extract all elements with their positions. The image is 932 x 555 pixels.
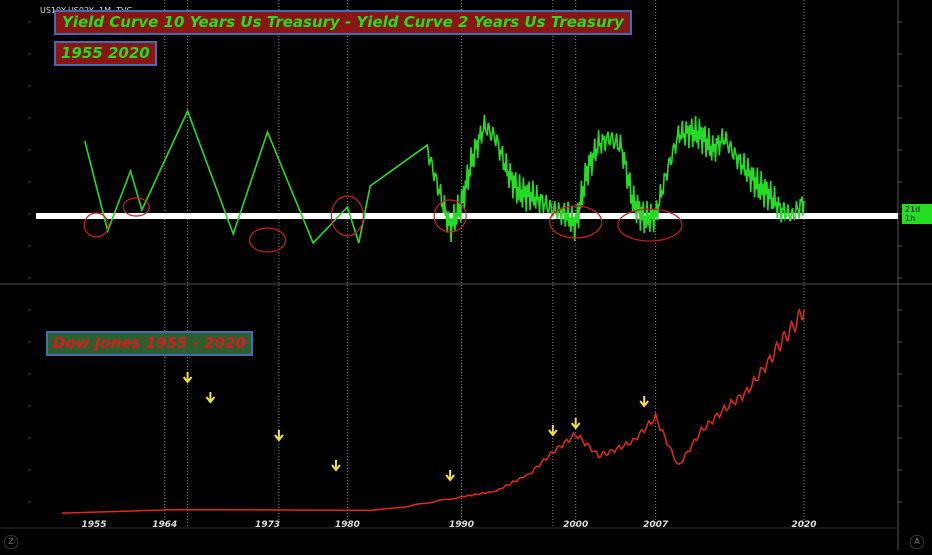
inversion-ellipse [617, 208, 683, 242]
x-tick-label: 1964 [152, 520, 177, 530]
x-tick-label: 1955 [81, 520, 106, 530]
corner-left-button[interactable]: Z [4, 535, 18, 549]
signal-arrow [548, 425, 558, 437]
signal-arrow [205, 392, 216, 404]
inversion-ellipse [330, 195, 364, 237]
signal-arrow [182, 372, 193, 384]
signal-arrow [639, 396, 649, 408]
yield-spread-line [84, 108, 805, 245]
x-tick-label: 2020 [791, 520, 816, 530]
x-tick-label: 1990 [449, 520, 474, 530]
x-tick-label: 2007 [643, 520, 669, 530]
x-tick-label: 1980 [335, 520, 360, 530]
price-axis-badge: 21d 1h [902, 204, 932, 224]
signal-arrow [445, 470, 455, 482]
inversion-ellipse [122, 197, 150, 217]
x-tick-label: 2000 [563, 520, 588, 530]
inversion-ellipse [83, 212, 109, 238]
yield-years-label: 1955 2020 [54, 41, 157, 66]
signal-arrow [274, 430, 284, 442]
corner-right-button[interactable]: A [910, 535, 924, 549]
dow-jones-line [61, 307, 805, 514]
signal-arrow [331, 460, 341, 472]
inversion-ellipse [248, 227, 287, 253]
signal-arrow [570, 418, 581, 430]
yield-title: Yield Curve 10 Years Us Treasury - Yield… [54, 10, 632, 35]
dow-title: Dow Jones 1955 - 2020 [46, 331, 253, 356]
inversion-ellipse [549, 205, 603, 239]
x-tick-label: 1973 [255, 520, 280, 530]
inversion-ellipse [433, 199, 467, 233]
